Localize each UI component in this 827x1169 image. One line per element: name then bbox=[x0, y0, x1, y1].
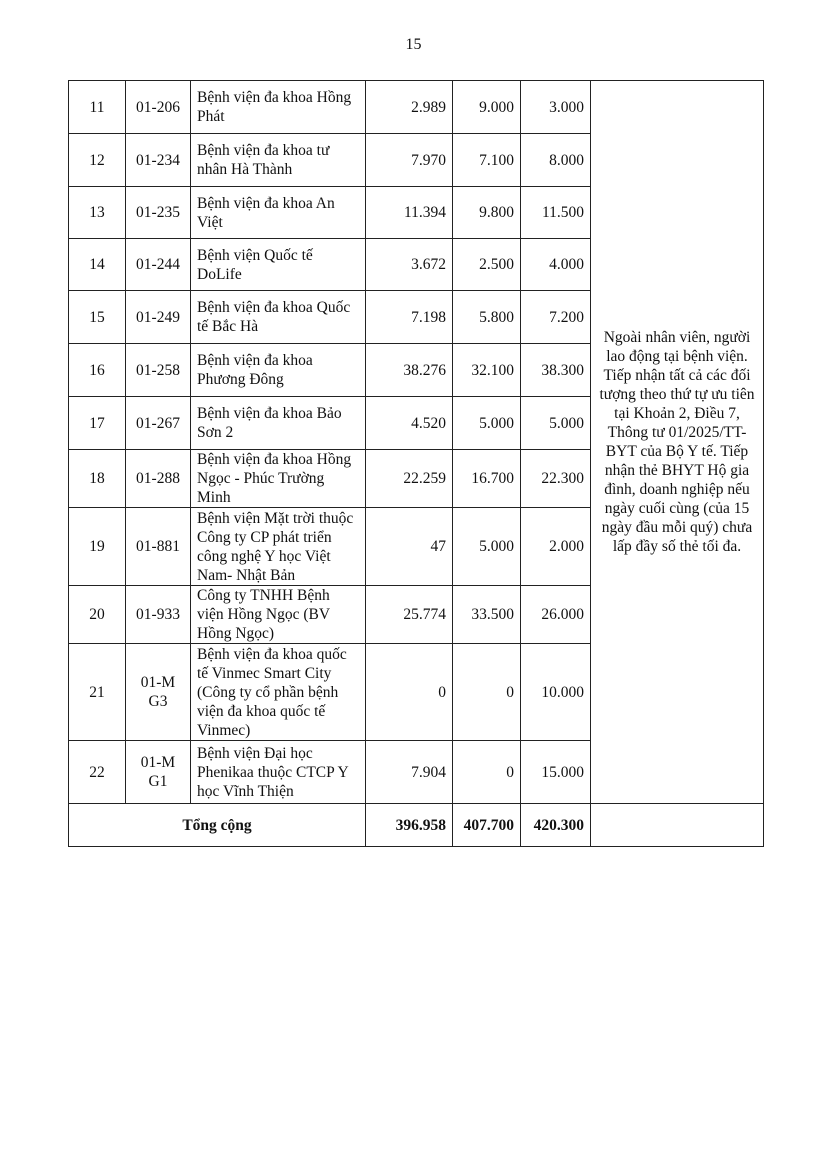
value-col-1: 7.970 bbox=[365, 133, 453, 187]
table-row: 20 01-933 Công ty TNHH Bệnh viện Hồng Ngọc… bbox=[68, 585, 764, 644]
hospital-code: 01-249 bbox=[125, 290, 191, 344]
row-number: 16 bbox=[68, 343, 126, 397]
row-number: 15 bbox=[68, 290, 126, 344]
value-col-3: 2.000 bbox=[520, 507, 591, 586]
row-number: 19 bbox=[68, 507, 126, 586]
hospital-code: 01-MG3 bbox=[125, 643, 191, 741]
total-value-1: 396.958 bbox=[365, 803, 453, 847]
hospital-name: Bệnh viện đa khoa Quốc tế Bắc Hà bbox=[190, 290, 366, 344]
hospital-code: 01-234 bbox=[125, 133, 191, 187]
value-col-1: 11.394 bbox=[365, 186, 453, 239]
value-col-2: 0 bbox=[452, 643, 521, 741]
value-col-2: 0 bbox=[452, 740, 521, 804]
table-row: 16 01-258 Bệnh viện đa khoa Phương Đông 38.… bbox=[68, 343, 764, 397]
table-row: 15 01-249 Bệnh viện đa khoa Quốc tế Bắc Hà… bbox=[68, 290, 764, 344]
hospital-name: Công ty TNHH Bệnh viện Hồng Ngọc (BV Hồn… bbox=[190, 585, 366, 644]
value-col-3: 22.300 bbox=[520, 449, 591, 508]
table-row: 19 01-881 Bệnh viện Mặt trời thuộc Công ty… bbox=[68, 507, 764, 586]
value-col-1: 2.989 bbox=[365, 80, 453, 134]
row-number: 17 bbox=[68, 396, 126, 450]
row-number: 21 bbox=[68, 643, 126, 741]
value-col-3: 11.500 bbox=[520, 186, 591, 239]
hospital-name: Bệnh viện đa khoa tư nhân Hà Thành bbox=[190, 133, 366, 187]
value-col-2: 32.100 bbox=[452, 343, 521, 397]
value-col-3: 3.000 bbox=[520, 80, 591, 134]
value-col-1: 47 bbox=[365, 507, 453, 586]
total-row: Tổng cộng 396.958 407.700 420.300 bbox=[68, 803, 764, 847]
hospital-name: Bệnh viện đa khoa Bảo Sơn 2 bbox=[190, 396, 366, 450]
value-col-2: 9.000 bbox=[452, 80, 521, 134]
table-row: 11 01-206 Bệnh viện đa khoa Hồng Phát 2.989… bbox=[68, 80, 764, 804]
value-col-3: 26.000 bbox=[520, 585, 591, 644]
row-number: 11 bbox=[68, 80, 126, 134]
hospital-code: 01-206 bbox=[125, 80, 191, 134]
hospital-name: Bệnh viện Quốc tế DoLife bbox=[190, 238, 366, 291]
table-row: 21 01-MG3 Bệnh viện đa khoa quốc tế Vinmec… bbox=[68, 643, 764, 741]
row-number: 20 bbox=[68, 585, 126, 644]
value-col-3: 15.000 bbox=[520, 740, 591, 804]
value-col-3: 8.000 bbox=[520, 133, 591, 187]
total-label: Tổng cộng bbox=[68, 803, 366, 847]
hospital-name: Bệnh viện Đại học Phenikaa thuộc CTCP Y … bbox=[190, 740, 366, 804]
value-col-3: 38.300 bbox=[520, 343, 591, 397]
table-row: 17 01-267 Bệnh viện đa khoa Bảo Sơn 2 4.520… bbox=[68, 396, 764, 450]
value-col-2: 16.700 bbox=[452, 449, 521, 508]
value-col-3: 7.200 bbox=[520, 290, 591, 344]
hospital-name: Bệnh viện đa khoa An Việt bbox=[190, 186, 366, 239]
page-number: 15 bbox=[405, 36, 422, 53]
value-col-3: 4.000 bbox=[520, 238, 591, 291]
value-col-1: 7.198 bbox=[365, 290, 453, 344]
value-col-1: 3.672 bbox=[365, 238, 453, 291]
row-number: 12 bbox=[68, 133, 126, 187]
hospital-name: Bệnh viện Mặt trời thuộc Công ty CP phát… bbox=[190, 507, 366, 586]
hospital-name: Bệnh viện đa khoa Hồng Ngọc - Phúc Trườn… bbox=[190, 449, 366, 508]
total-empty-cell bbox=[590, 803, 764, 847]
row-number: 18 bbox=[68, 449, 126, 508]
hospital-code: 01-MG1 bbox=[125, 740, 191, 804]
value-col-2: 5.800 bbox=[452, 290, 521, 344]
value-col-2: 2.500 bbox=[452, 238, 521, 291]
value-col-1: 22.259 bbox=[365, 449, 453, 508]
hospital-code: 01-244 bbox=[125, 238, 191, 291]
value-col-1: 0 bbox=[365, 643, 453, 741]
table-row: 18 01-288 Bệnh viện đa khoa Hồng Ngọc - Ph… bbox=[68, 449, 764, 508]
value-col-2: 33.500 bbox=[452, 585, 521, 644]
hospital-code: 01-288 bbox=[125, 449, 191, 508]
hospital-code: 01-235 bbox=[125, 186, 191, 239]
hospital-name: Bệnh viện đa khoa Hồng Phát bbox=[190, 80, 366, 134]
hospital-table: 11 01-206 Bệnh viện đa khoa Hồng Phát 2.989… bbox=[68, 80, 764, 847]
note-cell: Ngoài nhân viên, người lao động tại bệnh… bbox=[590, 80, 764, 804]
row-number: 13 bbox=[68, 186, 126, 239]
hospital-code: 01-933 bbox=[125, 585, 191, 644]
value-col-3: 5.000 bbox=[520, 396, 591, 450]
value-col-1: 38.276 bbox=[365, 343, 453, 397]
table-row: 12 01-234 Bệnh viện đa khoa tư nhân Hà Thà… bbox=[68, 133, 764, 187]
row-number: 14 bbox=[68, 238, 126, 291]
hospital-name: Bệnh viện đa khoa Phương Đông bbox=[190, 343, 366, 397]
value-col-1: 7.904 bbox=[365, 740, 453, 804]
hospital-code: 01-881 bbox=[125, 507, 191, 586]
table-row: 22 01-MG1 Bệnh viện Đại học Phenikaa thuộc… bbox=[68, 740, 764, 804]
table-row: 14 01-244 Bệnh viện Quốc tế DoLife 3.672 2.5… bbox=[68, 238, 764, 291]
value-col-2: 5.000 bbox=[452, 507, 521, 586]
value-col-2: 9.800 bbox=[452, 186, 521, 239]
hospital-name: Bệnh viện đa khoa quốc tế Vinmec Smart C… bbox=[190, 643, 366, 741]
total-value-2: 407.700 bbox=[452, 803, 521, 847]
hospital-code: 01-267 bbox=[125, 396, 191, 450]
value-col-3: 10.000 bbox=[520, 643, 591, 741]
value-col-2: 7.100 bbox=[452, 133, 521, 187]
value-col-1: 4.520 bbox=[365, 396, 453, 450]
row-number: 22 bbox=[68, 740, 126, 804]
total-value-3: 420.300 bbox=[520, 803, 591, 847]
value-col-2: 5.000 bbox=[452, 396, 521, 450]
value-col-1: 25.774 bbox=[365, 585, 453, 644]
hospital-code: 01-258 bbox=[125, 343, 191, 397]
